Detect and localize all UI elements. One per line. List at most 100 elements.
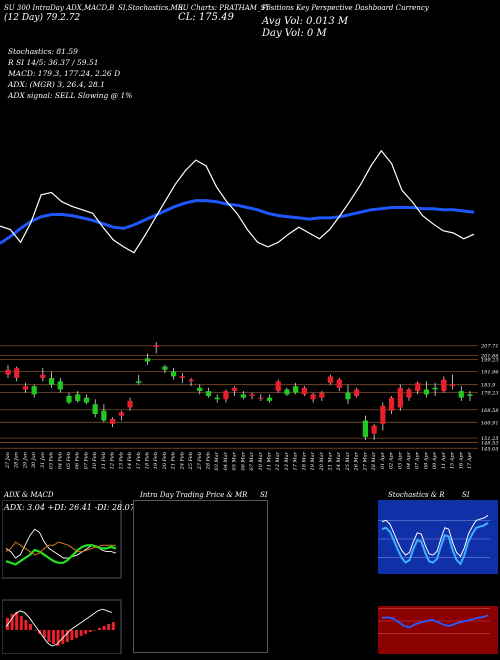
- macd-histogram-bar: [84, 630, 88, 634]
- macd-histogram-bar: [102, 626, 106, 630]
- date-tick-label: 14 Feb: [127, 452, 133, 469]
- date-tick-label: 05 Mar: [232, 451, 238, 470]
- candle-body: [197, 387, 203, 392]
- intraday-panel-title: Intra Day Trading Price & MR: [140, 491, 248, 499]
- date-tick-label: 02 Apr: [389, 451, 395, 469]
- date-tick-label: 03 Mar: [214, 451, 220, 470]
- date-tick-label: 11 Mar: [267, 451, 273, 470]
- date-tick-label: 20 Feb: [162, 452, 168, 470]
- date-tick-label: 30 Jan: [31, 452, 37, 468]
- date-tick-label: 20 Mar: [319, 451, 325, 471]
- price-tick-label: 145.05: [481, 446, 499, 452]
- price-tick-label: 168.58: [481, 408, 499, 414]
- candle-body: [118, 412, 124, 416]
- date-tick-label: 24 Feb: [179, 452, 185, 470]
- macd-histogram-bar: [79, 630, 83, 636]
- candle-body: [345, 392, 351, 400]
- date-tick-label: 12 Feb: [110, 452, 116, 469]
- price-tick-label: 148.53: [481, 441, 499, 447]
- candle-body: [467, 394, 473, 396]
- date-tick-label: 03 Feb: [49, 452, 55, 469]
- minus-di-line: [5, 541, 116, 556]
- macd-histogram-bar: [61, 630, 65, 644]
- candle-body: [40, 374, 46, 378]
- candle-body: [423, 389, 430, 395]
- date-tick-label: 09 Apr: [432, 451, 438, 469]
- candle-body: [205, 391, 212, 396]
- date-tick-label: 27 Jan: [5, 452, 11, 469]
- date-tick-label: 19 Feb: [153, 452, 159, 469]
- plus-di-line: [5, 544, 117, 566]
- candle-body: [441, 379, 447, 392]
- date-tick-label: 21 Feb: [171, 452, 177, 470]
- date-tick-label: 17 Apr: [467, 451, 473, 469]
- candle-body: [458, 391, 464, 398]
- macd-histogram-bar: [56, 630, 60, 646]
- price-tick-label: 199.23: [481, 358, 499, 364]
- macd-histogram-bar: [24, 620, 28, 630]
- candle-body: [136, 381, 142, 383]
- candle-body: [127, 400, 133, 408]
- indicator-line: MACD: 179.3, 177.24, 2.26 D: [8, 69, 121, 78]
- day-volume: Day Vol: 0 M: [262, 28, 327, 39]
- candle-body: [162, 366, 168, 370]
- moving-average-line: [0, 199, 475, 245]
- date-tick-label: 07 Apr: [415, 451, 421, 469]
- candle-body: [171, 371, 177, 377]
- candle-body: [371, 425, 377, 434]
- date-tick-label: 13 Mar: [284, 451, 290, 470]
- indicator-line: ADX: (MGR) 3, 26.4, 28.1: [8, 80, 105, 89]
- candle-body: [5, 369, 11, 375]
- stoch-rsi-panel: [378, 500, 498, 654]
- adx-macd-panel: [2, 500, 122, 654]
- candle-body: [92, 404, 98, 414]
- date-tick-label: 06 Mar: [240, 451, 246, 470]
- date-tick-label: 18 Feb: [144, 452, 150, 469]
- candle-body: [354, 389, 360, 396]
- date-tick-label: 12 Mar: [275, 451, 281, 470]
- macd-histogram-bar: [10, 614, 14, 630]
- date-tick-label: 03 Apr: [397, 451, 403, 469]
- date-tick-label: 07 Feb: [83, 452, 89, 469]
- candle-body: [188, 379, 194, 382]
- macd-histogram-bar: [42, 630, 46, 638]
- candle-body: [153, 345, 159, 347]
- date-tick-label: 15 Apr: [450, 451, 456, 469]
- date-tick-label: 04 Mar: [223, 451, 229, 470]
- adx-panel-frame: [2, 500, 122, 579]
- candle-body: [319, 392, 325, 398]
- header-sub: (12 Day) 79.2.72: [4, 13, 81, 23]
- candle-body: [380, 405, 386, 424]
- indicator-line: R SI 14/5: 36.37 / 59.51: [8, 58, 99, 67]
- date-tick-label: 31 Jan: [40, 452, 46, 468]
- date-tick-label: 29 Jan: [22, 452, 28, 469]
- date-tick-label: 04 Apr: [406, 451, 412, 469]
- candle-body: [144, 358, 151, 362]
- candle-body: [101, 410, 107, 421]
- intraday-panel: [133, 500, 268, 653]
- candle-body: [240, 394, 246, 398]
- candle-body: [449, 384, 456, 387]
- candle-body: [415, 382, 421, 392]
- adx-values: ADX: 3.04 +DI: 26.41 -DI: 28.07: [4, 503, 135, 512]
- date-tick-label: 01 Apr: [380, 451, 386, 469]
- date-tick-label: 27 Mar: [362, 451, 368, 471]
- date-tick-label: 17 Mar: [293, 451, 299, 470]
- header-title-1: SU 300 IntraDay ADX,MACD,B: [4, 4, 115, 12]
- candle-body: [223, 391, 229, 400]
- candle-body: [14, 368, 20, 378]
- macd-histogram-bar: [47, 630, 51, 642]
- stoch-signal-line: [381, 522, 489, 566]
- macd-line: [5, 608, 112, 647]
- macd-histogram-bar: [19, 616, 23, 630]
- date-tick-label: 08 Apr: [423, 451, 429, 469]
- macd-histogram-bar: [75, 630, 78, 638]
- price-tick-label: 179.23: [481, 390, 499, 396]
- date-tick-label: 07 Mar: [249, 451, 255, 470]
- intraday-panel-suffix: SI: [260, 491, 268, 499]
- macd-histogram-bar: [15, 612, 19, 630]
- date-tick-label: 16 Apr: [458, 451, 464, 469]
- candle-body: [57, 381, 63, 390]
- close-price: CL: 175.49: [178, 12, 234, 23]
